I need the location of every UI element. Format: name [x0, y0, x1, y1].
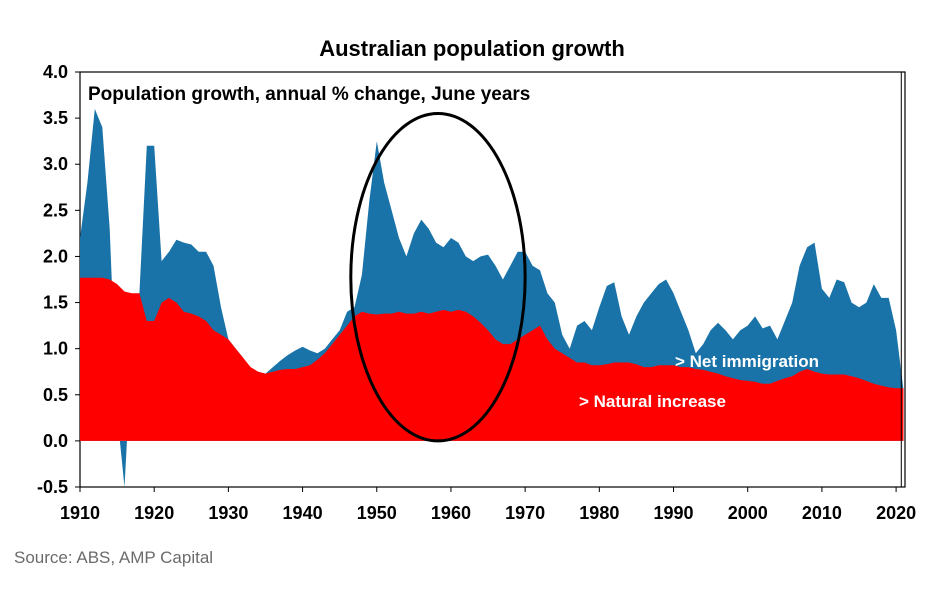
- x-tick-label: 1990: [654, 503, 694, 523]
- y-tick-label: 2.5: [43, 200, 68, 220]
- y-tick-label: -0.5: [37, 477, 68, 497]
- y-tick-label: 1.5: [43, 293, 68, 313]
- y-tick-label: 1.0: [43, 339, 68, 359]
- y-tick-label: 4.0: [43, 62, 68, 82]
- y-tick-label: 0.0: [43, 431, 68, 451]
- highlight-ellipse: [349, 112, 527, 443]
- y-axis-ticks: 4.0 3.5 3.0 2.5 2.0 1.5 1.0 0.5 0.0 -0.5: [37, 62, 80, 497]
- x-tick-label: 1980: [579, 503, 619, 523]
- x-tick-label: 1960: [431, 503, 471, 523]
- source-note: Source: ABS, AMP Capital: [14, 548, 214, 567]
- y-tick-label: 0.5: [43, 385, 68, 405]
- x-tick-label: 1920: [134, 503, 174, 523]
- plot-area: [79, 71, 906, 488]
- series-area-natural-increase: [80, 277, 904, 441]
- label-natural-increase: > Natural increase: [579, 392, 726, 411]
- x-tick-label: 1970: [505, 503, 545, 523]
- y-tick-label: 3.0: [43, 154, 68, 174]
- chart-title: Australian population growth: [319, 36, 625, 61]
- label-net-immigration: > Net immigration: [675, 352, 819, 371]
- y-tick-label: 3.5: [43, 108, 68, 128]
- x-tick-label: 1940: [283, 503, 323, 523]
- x-tick-label: 2000: [728, 503, 768, 523]
- x-tick-label: 2010: [802, 503, 842, 523]
- y-tick-label: 2.0: [43, 246, 68, 266]
- x-axis-ticks: 1910 1920 1930 1940 1950 1960 1970 1980 1990 2000…: [60, 487, 916, 523]
- x-tick-label: 2020: [876, 503, 916, 523]
- chart-subtitle: Population growth, annual % change, June…: [88, 84, 530, 105]
- x-tick-label: 1950: [357, 503, 397, 523]
- x-tick-label: 1910: [60, 503, 100, 523]
- x-tick-label: 1930: [208, 503, 248, 523]
